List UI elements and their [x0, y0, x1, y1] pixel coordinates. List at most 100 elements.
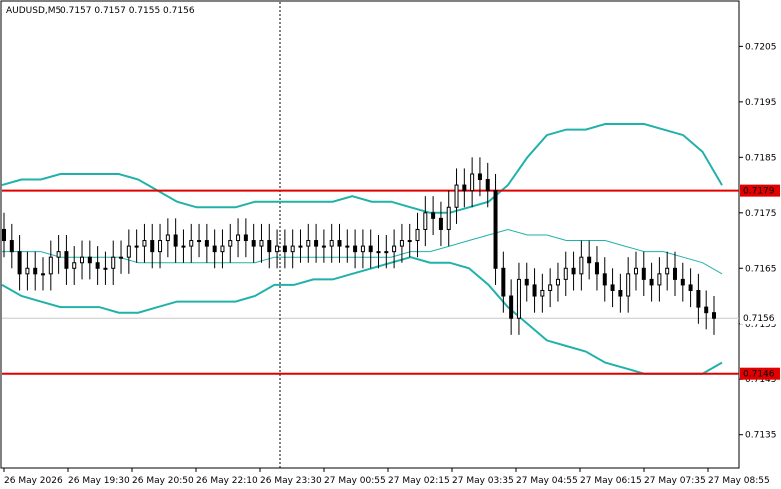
candle [641, 251, 646, 297]
candle-body [618, 289, 623, 297]
candle-body [72, 262, 77, 269]
candle-body [672, 267, 677, 280]
x-tick-label: 26 May 20:50 [132, 476, 194, 486]
candle [485, 162, 490, 208]
candle-body [275, 245, 280, 253]
ohlc-label: 0.7157 0.7157 0.7155 0.7156 [60, 6, 195, 16]
candle [571, 251, 576, 291]
candle-body [704, 306, 709, 314]
candle-body [173, 234, 178, 247]
x-tick-label: 26 May 19:30 [68, 476, 130, 486]
y-tick-label: 0.7145 [745, 375, 777, 385]
candle-body [321, 245, 326, 248]
candle-body [438, 217, 443, 230]
candle-body [493, 190, 498, 269]
candle [431, 196, 436, 235]
candle-body [126, 245, 131, 258]
candle-body [142, 240, 147, 247]
candle [181, 229, 186, 263]
candle [9, 223, 14, 269]
candle [618, 273, 623, 313]
candle-body [197, 240, 202, 243]
candle-body [95, 262, 100, 269]
candle [189, 223, 194, 263]
horizontal-levels [2, 189, 739, 375]
x-tick-label: 27 May 00:55 [324, 476, 386, 486]
candle-body [688, 284, 693, 291]
candle [25, 251, 30, 291]
candle-body [119, 256, 124, 259]
candle [275, 229, 280, 269]
candle-body [384, 251, 389, 254]
candle-body [571, 267, 576, 275]
candle [306, 223, 311, 263]
x-tick-label: 27 May 07:35 [644, 476, 706, 486]
candle-body [407, 240, 412, 243]
candle [493, 173, 498, 285]
bollinger-lower-line [1, 256, 723, 375]
candle [446, 190, 451, 247]
current-price-tag-bg [740, 312, 780, 325]
plot-frame [0, 0, 740, 469]
candle-body [633, 267, 638, 275]
candle-body [236, 234, 241, 242]
x-tick-label: 26 May 22:10 [196, 476, 258, 486]
candle [696, 273, 701, 324]
candle [345, 229, 350, 263]
candle-body [282, 245, 287, 253]
grid [2, 2, 739, 468]
candle [610, 268, 615, 308]
candle [259, 223, 264, 263]
candle [462, 168, 467, 208]
candle [680, 262, 685, 302]
candle-body [477, 173, 482, 181]
candle [407, 223, 412, 258]
candle [282, 229, 287, 269]
candle [48, 240, 53, 291]
candle-body [228, 240, 233, 247]
x-tick-label: 26 May 2026 [4, 476, 63, 486]
candle-body [516, 278, 521, 319]
candle [384, 235, 389, 269]
time-axis[interactable]: 26 May 2026 26 May 19:30 26 May 20:50 26 Ma… [3, 468, 770, 486]
candle [87, 240, 92, 280]
candle [228, 223, 233, 263]
candle [95, 246, 100, 285]
candle-body [212, 245, 217, 253]
x-tick-label: 26 May 23:30 [260, 476, 322, 486]
level-price-tag-bg [740, 184, 780, 197]
candle [165, 218, 170, 258]
candle-body [423, 212, 428, 230]
candle [267, 223, 272, 269]
candle [204, 223, 209, 263]
candle-body [56, 251, 61, 258]
price-axis[interactable]: 0.72050.71950.71850.71750.71650.71550.71… [739, 42, 780, 441]
candle-body [626, 273, 631, 297]
candle-body [103, 267, 108, 270]
candle-body [524, 278, 529, 286]
candle [376, 235, 381, 269]
candle [477, 157, 482, 197]
x-tick-label: 27 May 06:15 [580, 476, 642, 486]
candle [438, 201, 443, 247]
candle-body [25, 267, 30, 275]
candle-body [712, 312, 716, 319]
candle-body [579, 256, 584, 275]
level-price-tag-bg [740, 367, 780, 380]
candle [563, 251, 568, 297]
candle-body [9, 240, 14, 253]
candle-body [462, 184, 467, 192]
candle-body [2, 228, 6, 242]
candle-body [17, 251, 22, 275]
candle-body [415, 228, 420, 242]
candle-body [610, 284, 615, 291]
candle [548, 268, 553, 308]
candle [173, 218, 178, 263]
candle [509, 279, 514, 335]
candle [516, 262, 521, 335]
candle [524, 262, 529, 302]
candle-body [532, 284, 537, 297]
x-tick-label: 27 May 03:35 [452, 476, 514, 486]
candle-body [189, 240, 194, 247]
